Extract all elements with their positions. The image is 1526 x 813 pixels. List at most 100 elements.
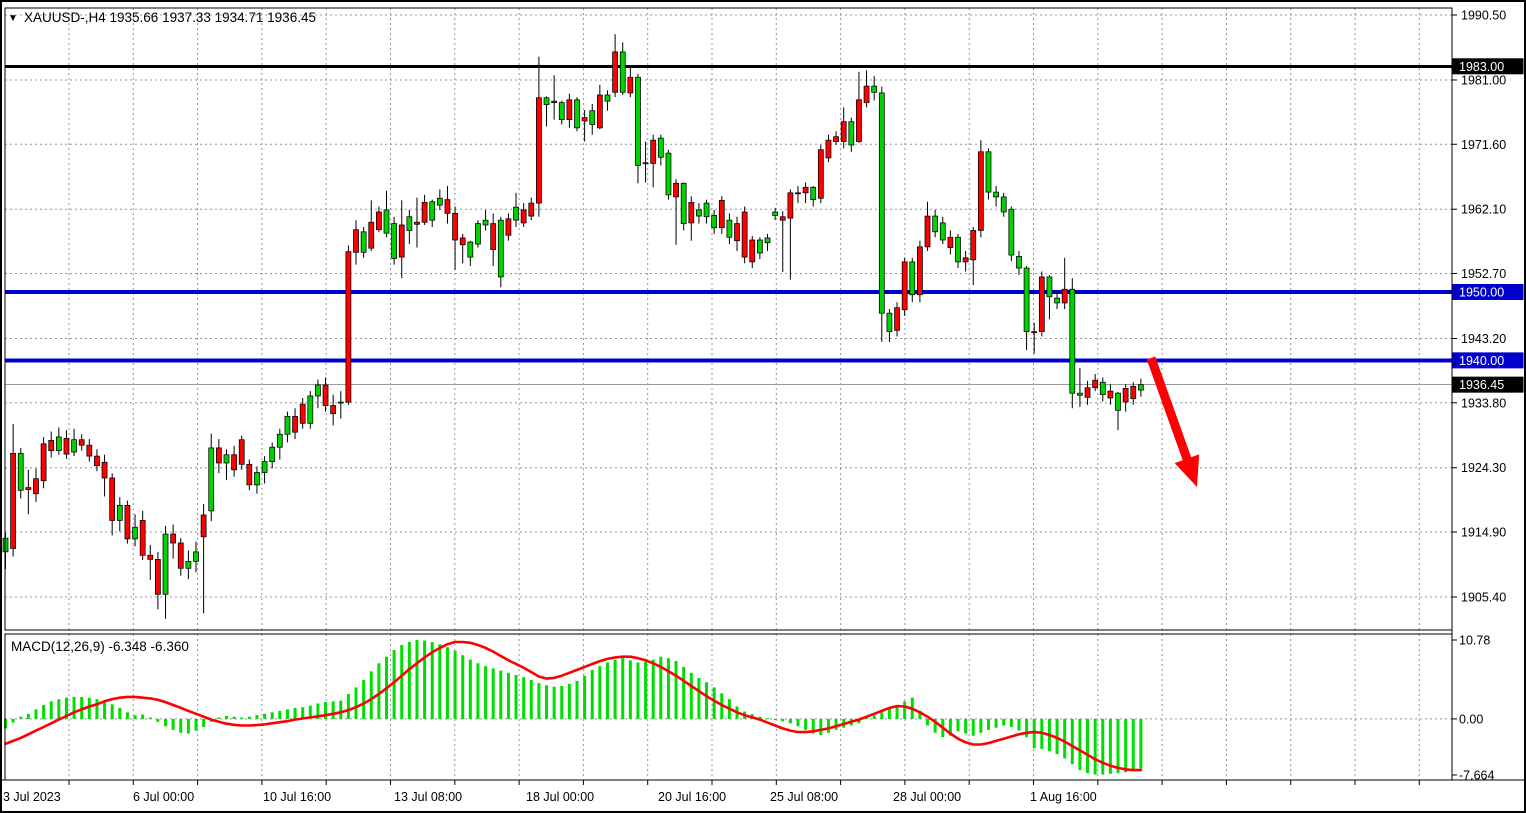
window-marker-icon[interactable]: ▼ bbox=[8, 13, 18, 24]
macd-histogram-bar bbox=[171, 718, 175, 730]
macd-histogram-bar bbox=[567, 683, 571, 719]
bull-candle bbox=[1138, 384, 1144, 391]
bull-candle bbox=[383, 209, 390, 234]
macd-histogram-bar bbox=[1070, 718, 1074, 765]
price-axis[interactable]: 1990.50 1981.00 1971.60 1962.10 1952.70 1943.… bbox=[1452, 9, 1506, 605]
bull-candle bbox=[467, 241, 474, 258]
bear-candle bbox=[200, 514, 207, 538]
macd-histogram-bar bbox=[644, 661, 648, 719]
arrow-head[interactable] bbox=[1174, 454, 1200, 487]
macd-histogram-bar bbox=[605, 662, 609, 719]
macd-histogram-bar bbox=[263, 713, 267, 719]
macd-histogram-bar bbox=[224, 715, 228, 719]
macd-histogram-bar bbox=[57, 699, 61, 719]
bull-candle bbox=[619, 51, 626, 93]
bear-candle bbox=[459, 237, 466, 246]
bull-candle bbox=[55, 436, 62, 452]
bull-candle bbox=[1000, 196, 1007, 213]
bull-candle bbox=[878, 92, 885, 314]
time-label: 10 Jul 16:00 bbox=[263, 790, 331, 804]
macd-histogram-bar bbox=[64, 697, 68, 719]
macd-histogram-bar bbox=[758, 716, 762, 719]
macd-histogram-bar bbox=[125, 712, 129, 719]
macd-histogram-bar bbox=[1017, 718, 1021, 731]
macd-label: MACD(12,26,9) -6.348 -6.360 bbox=[11, 639, 189, 654]
macd-histogram-bar bbox=[1009, 718, 1013, 727]
bull-candle bbox=[261, 461, 268, 473]
macd-histogram-bar bbox=[1063, 718, 1067, 759]
macd-histogram-bar bbox=[1093, 718, 1097, 775]
macd-histogram-bar bbox=[712, 687, 716, 719]
bull-candle bbox=[1115, 392, 1121, 411]
macd-histogram-bar bbox=[933, 718, 937, 733]
macd-histogram-bar bbox=[872, 715, 876, 719]
macd-histogram-bar bbox=[255, 715, 259, 719]
bull-candle bbox=[1077, 392, 1083, 396]
bear-candle bbox=[688, 202, 695, 224]
time-label: 3 Jul 2023 bbox=[3, 790, 61, 804]
macd-histogram-bar bbox=[278, 710, 282, 719]
price-badge-label: 1936.45 bbox=[1459, 378, 1504, 392]
trend-arrow[interactable] bbox=[1146, 356, 1200, 487]
macd-histogram-bar bbox=[354, 687, 358, 719]
macd-tick-label: 10.78 bbox=[1459, 634, 1490, 648]
bull-candle bbox=[711, 215, 718, 229]
bear-candle bbox=[398, 224, 405, 258]
bear-candle bbox=[749, 239, 756, 263]
bull-candle bbox=[223, 454, 230, 464]
macd-histogram-bar bbox=[1032, 718, 1036, 749]
macd-signal-line bbox=[4, 640, 1143, 772]
macd-histogram-bar bbox=[118, 707, 122, 719]
macd-histogram-bar bbox=[1025, 718, 1029, 738]
macd-histogram-bar bbox=[110, 704, 114, 719]
bear-candle bbox=[215, 447, 222, 464]
macd-histogram-bar bbox=[324, 702, 328, 719]
chart-title: XAUUSD-,H4 1935.66 1937.33 1934.71 1936.… bbox=[24, 10, 316, 25]
price-tick-label: 1971.60 bbox=[1461, 138, 1506, 152]
bull-candle bbox=[1099, 381, 1106, 395]
bear-candle bbox=[962, 257, 969, 263]
bull-candle bbox=[543, 97, 550, 105]
bear-candle bbox=[124, 504, 131, 540]
macd-histogram-bar bbox=[293, 707, 297, 719]
macd-histogram-bar bbox=[270, 712, 274, 719]
price-badge-1983.00 bbox=[1452, 58, 1524, 75]
macd-histogram-bar bbox=[705, 682, 709, 719]
macd-axis[interactable]: 10.78 0.00 -7.664 bbox=[1452, 634, 1494, 783]
macd-histogram-bar bbox=[994, 718, 998, 728]
horizontal-levels[interactable] bbox=[5, 64, 1452, 386]
bull-candle bbox=[391, 223, 397, 259]
bull-candle bbox=[497, 219, 504, 278]
price-badge-1936.45 bbox=[1452, 376, 1524, 393]
bull-candle bbox=[726, 219, 733, 238]
macd-histogram-bar bbox=[819, 718, 823, 736]
bear-candle bbox=[1092, 379, 1099, 389]
bear-candle bbox=[1038, 276, 1045, 333]
macd-histogram-bar bbox=[811, 718, 815, 734]
macd-histogram-bar bbox=[438, 644, 442, 719]
bear-candle bbox=[490, 223, 497, 250]
arrow-shaft[interactable] bbox=[1146, 356, 1195, 470]
macd-histogram-bar bbox=[87, 697, 91, 719]
macd-histogram-bar bbox=[484, 666, 488, 719]
bear-candle bbox=[779, 216, 786, 221]
bull-candle bbox=[1069, 288, 1076, 394]
macd-histogram-bar bbox=[766, 718, 769, 720]
bear-candle bbox=[970, 230, 977, 261]
bull-candle bbox=[337, 401, 344, 404]
bull-candle bbox=[680, 182, 687, 224]
macd-histogram-bar bbox=[956, 718, 960, 732]
macd-histogram-bar bbox=[461, 655, 465, 719]
macd-histogram-bar bbox=[339, 700, 343, 719]
macd-histogram-bar bbox=[103, 701, 107, 719]
time-axis[interactable]: 3 Jul 2023 6 Jul 00:00 10 Jul 16:00 13 Jul … bbox=[3, 780, 1420, 804]
macd-histogram-bar bbox=[42, 704, 46, 719]
macd-histogram-bar bbox=[788, 718, 792, 724]
price-badge-label: 1940.00 bbox=[1459, 354, 1504, 368]
bull-candle bbox=[17, 453, 24, 491]
macd-histogram-bar bbox=[1002, 718, 1006, 726]
bear-candle bbox=[444, 199, 451, 214]
bear-candle bbox=[627, 76, 634, 94]
